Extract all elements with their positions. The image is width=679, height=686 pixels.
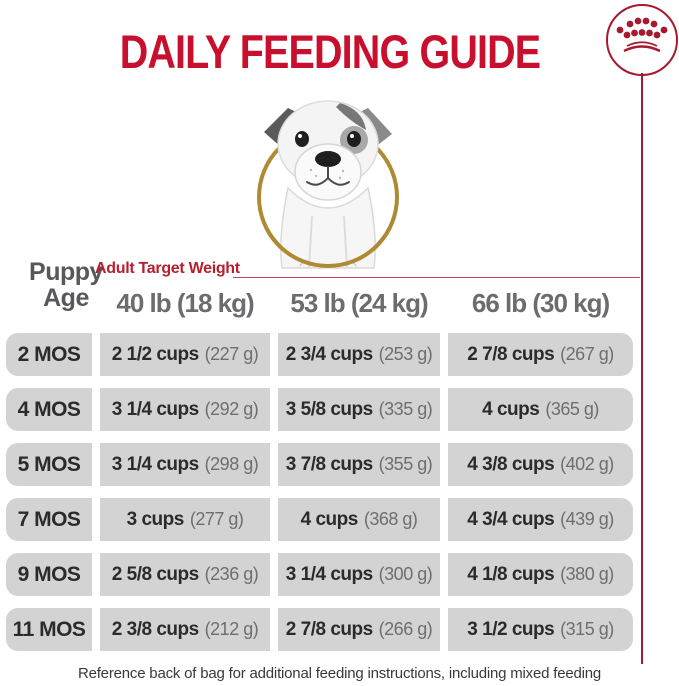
age-cell: 5 MOS xyxy=(6,443,92,486)
feeding-cell: 4 3/4 cups (439 g) xyxy=(448,498,633,541)
column-header-40lb: 40 lb (18 kg) xyxy=(100,288,270,319)
grams-value: (315 g) xyxy=(560,619,614,640)
feeding-cell: 3 1/4 cups (298 g) xyxy=(100,443,270,486)
feeding-cell: 4 cups (365 g) xyxy=(448,388,633,431)
cups-value: 3 1/4 cups xyxy=(112,454,199,476)
feeding-cell: 2 1/2 cups (227 g) xyxy=(100,333,270,376)
cups-value: 2 3/4 cups xyxy=(286,344,373,366)
cups-value: 2 7/8 cups xyxy=(286,619,373,641)
grams-value: (439 g) xyxy=(560,509,614,530)
cups-value: 4 cups xyxy=(482,399,539,421)
grams-value: (365 g) xyxy=(545,399,599,420)
feeding-table: 2 MOS 2 1/2 cups (227 g) 2 3/4 cups (253… xyxy=(6,333,633,651)
grams-value: (212 g) xyxy=(205,619,259,640)
table-row: 5 MOS 3 1/4 cups (298 g) 3 7/8 cups (355… xyxy=(6,443,633,486)
table-row: 7 MOS 3 cups (277 g) 4 cups (368 g) 4 3/… xyxy=(6,498,633,541)
royal-canin-crown-icon xyxy=(603,2,679,78)
grams-value: (277 g) xyxy=(190,509,244,530)
cups-value: 4 cups xyxy=(301,509,358,531)
feeding-cell: 3 1/4 cups (300 g) xyxy=(278,553,440,596)
feeding-cell: 4 3/8 cups (402 g) xyxy=(448,443,633,486)
feeding-cell: 2 3/4 cups (253 g) xyxy=(278,333,440,376)
feeding-cell: 3 1/2 cups (315 g) xyxy=(448,608,633,651)
feeding-cell: 4 1/8 cups (380 g) xyxy=(448,553,633,596)
age-cell: 9 MOS xyxy=(6,553,92,596)
feeding-cell: 3 cups (277 g) xyxy=(100,498,270,541)
grams-value: (236 g) xyxy=(205,564,259,585)
grams-value: (402 g) xyxy=(560,454,614,475)
feeding-guide-page: DAILY FEEDING GUIDE xyxy=(0,0,679,686)
feeding-cell: 3 1/4 cups (292 g) xyxy=(100,388,270,431)
age-cell: 2 MOS xyxy=(6,333,92,376)
cups-value: 4 3/4 cups xyxy=(467,509,554,531)
feeding-cell: 3 5/8 cups (335 g) xyxy=(278,388,440,431)
page-title: DAILY FEEDING GUIDE xyxy=(53,24,607,79)
feeding-cell: 2 5/8 cups (236 g) xyxy=(100,553,270,596)
column-header-spacer xyxy=(6,288,92,319)
cups-value: 3 1/2 cups xyxy=(467,619,554,641)
cups-value: 3 5/8 cups xyxy=(286,399,373,421)
table-row: 11 MOS 2 3/8 cups (212 g) 2 7/8 cups (26… xyxy=(6,608,633,651)
table-row: 4 MOS 3 1/4 cups (292 g) 3 5/8 cups (335… xyxy=(6,388,633,431)
grams-value: (267 g) xyxy=(560,344,614,365)
feeding-cell: 2 7/8 cups (267 g) xyxy=(448,333,633,376)
footer-note: Reference back of bag for additional fee… xyxy=(0,665,679,682)
cups-value: 3 7/8 cups xyxy=(286,454,373,476)
table-row: 9 MOS 2 5/8 cups (236 g) 3 1/4 cups (300… xyxy=(6,553,633,596)
feeding-cell: 2 3/8 cups (212 g) xyxy=(100,608,270,651)
feeding-cell: 4 cups (368 g) xyxy=(278,498,440,541)
grams-value: (380 g) xyxy=(560,564,614,585)
feeding-cell: 3 7/8 cups (355 g) xyxy=(278,443,440,486)
age-cell: 11 MOS xyxy=(6,608,92,651)
grams-value: (292 g) xyxy=(205,399,259,420)
grams-value: (368 g) xyxy=(364,509,418,530)
grams-value: (266 g) xyxy=(379,619,433,640)
bulldog-puppy-illustration xyxy=(248,88,412,278)
puppy-photo xyxy=(248,88,412,278)
grams-value: (300 g) xyxy=(379,564,433,585)
table-row: 2 MOS 2 1/2 cups (227 g) 2 3/4 cups (253… xyxy=(6,333,633,376)
logo-stem-line xyxy=(641,73,643,664)
feeding-cell: 2 7/8 cups (266 g) xyxy=(278,608,440,651)
age-cell: 4 MOS xyxy=(6,388,92,431)
cups-value: 2 3/8 cups xyxy=(112,619,199,641)
column-header-53lb: 53 lb (24 kg) xyxy=(278,288,440,319)
grams-value: (298 g) xyxy=(205,454,259,475)
column-header-row: 40 lb (18 kg) 53 lb (24 kg) 66 lb (30 kg… xyxy=(6,288,633,319)
adult-target-weight-label: Adult Target Weight xyxy=(95,260,240,278)
cups-value: 3 cups xyxy=(127,509,184,531)
cups-value: 2 1/2 cups xyxy=(112,344,199,366)
grams-value: (227 g) xyxy=(205,344,259,365)
cups-value: 3 1/4 cups xyxy=(286,564,373,586)
grams-value: (355 g) xyxy=(379,454,433,475)
cups-value: 4 1/8 cups xyxy=(467,564,554,586)
crown-logo-svg xyxy=(603,2,679,78)
grams-value: (253 g) xyxy=(379,344,433,365)
header-underline xyxy=(233,277,640,278)
grams-value: (335 g) xyxy=(379,399,433,420)
column-header-66lb: 66 lb (30 kg) xyxy=(448,288,633,319)
age-cell: 7 MOS xyxy=(6,498,92,541)
cups-value: 4 3/8 cups xyxy=(467,454,554,476)
cups-value: 2 7/8 cups xyxy=(467,344,554,366)
cups-value: 2 5/8 cups xyxy=(112,564,199,586)
cups-value: 3 1/4 cups xyxy=(112,399,199,421)
